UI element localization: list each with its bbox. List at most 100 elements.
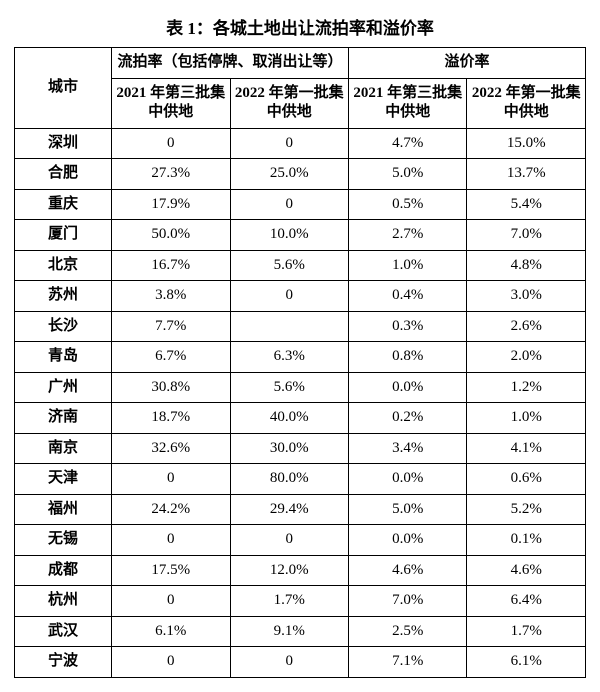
city-cell: 重庆	[15, 189, 112, 220]
table-row: 济南18.7%40.0%0.2%1.0%	[15, 403, 586, 434]
premium-2021q3-cell: 0.0%	[349, 525, 467, 556]
failed-2022q1-cell: 9.1%	[230, 616, 348, 647]
failed-2021q3-cell: 0	[112, 586, 230, 617]
premium-2022q1-cell: 6.4%	[467, 586, 586, 617]
city-cell: 长沙	[15, 311, 112, 342]
premium-2021q3-cell: 0.2%	[349, 403, 467, 434]
premium-2022q1-cell: 5.4%	[467, 189, 586, 220]
city-cell: 厦门	[15, 220, 112, 251]
premium-2021q3-cell: 1.0%	[349, 250, 467, 281]
city-cell: 武汉	[15, 616, 112, 647]
city-cell: 苏州	[15, 281, 112, 312]
table-row: 武汉6.1%9.1%2.5%1.7%	[15, 616, 586, 647]
table-row: 北京16.7%5.6%1.0%4.8%	[15, 250, 586, 281]
failed-2021q3-cell: 17.9%	[112, 189, 230, 220]
city-cell: 合肥	[15, 159, 112, 190]
table-row: 天津080.0%0.0%0.6%	[15, 464, 586, 495]
failed-2022q1-cell: 0	[230, 281, 348, 312]
table-row: 深圳004.7%15.0%	[15, 128, 586, 159]
table-row: 广州30.8%5.6%0.0%1.2%	[15, 372, 586, 403]
failed-2021q3-cell: 50.0%	[112, 220, 230, 251]
premium-2022q1-cell: 3.0%	[467, 281, 586, 312]
failed-2021q3-cell: 30.8%	[112, 372, 230, 403]
table-row: 无锡000.0%0.1%	[15, 525, 586, 556]
table-row: 厦门50.0%10.0%2.7%7.0%	[15, 220, 586, 251]
failed-2022q1-cell: 0	[230, 189, 348, 220]
failed-2022q1-cell: 0	[230, 525, 348, 556]
header-failed-2022q1: 2022 年第一批集中供地	[230, 78, 348, 128]
table-row: 合肥27.3%25.0%5.0%13.7%	[15, 159, 586, 190]
premium-2022q1-cell: 5.2%	[467, 494, 586, 525]
failed-2021q3-cell: 0	[112, 525, 230, 556]
failed-2022q1-cell: 80.0%	[230, 464, 348, 495]
failed-2022q1-cell: 6.3%	[230, 342, 348, 373]
failed-2022q1-cell: 30.0%	[230, 433, 348, 464]
failed-2022q1-cell: 40.0%	[230, 403, 348, 434]
failed-2022q1-cell: 12.0%	[230, 555, 348, 586]
failed-2021q3-cell: 27.3%	[112, 159, 230, 190]
city-cell: 广州	[15, 372, 112, 403]
failed-2021q3-cell: 18.7%	[112, 403, 230, 434]
premium-2021q3-cell: 0.8%	[349, 342, 467, 373]
failed-2021q3-cell: 24.2%	[112, 494, 230, 525]
premium-2021q3-cell: 0.4%	[349, 281, 467, 312]
city-cell: 南京	[15, 433, 112, 464]
failed-2021q3-cell: 17.5%	[112, 555, 230, 586]
premium-2021q3-cell: 7.0%	[349, 586, 467, 617]
failed-2021q3-cell: 0	[112, 128, 230, 159]
premium-2022q1-cell: 15.0%	[467, 128, 586, 159]
table-row: 重庆17.9%00.5%5.4%	[15, 189, 586, 220]
table-row: 南京32.6%30.0%3.4%4.1%	[15, 433, 586, 464]
table-row: 杭州01.7%7.0%6.4%	[15, 586, 586, 617]
premium-2021q3-cell: 3.4%	[349, 433, 467, 464]
premium-2021q3-cell: 0.3%	[349, 311, 467, 342]
premium-2021q3-cell: 2.7%	[349, 220, 467, 251]
table-row: 长沙7.7% 0.3%2.6%	[15, 311, 586, 342]
failed-2022q1-cell: 1.7%	[230, 586, 348, 617]
premium-2021q3-cell: 0.5%	[349, 189, 467, 220]
premium-2021q3-cell: 5.0%	[349, 494, 467, 525]
header-premium-2022q1: 2022 年第一批集中供地	[467, 78, 586, 128]
premium-2021q3-cell: 2.5%	[349, 616, 467, 647]
city-cell: 成都	[15, 555, 112, 586]
premium-2022q1-cell: 4.1%	[467, 433, 586, 464]
premium-2022q1-cell: 2.6%	[467, 311, 586, 342]
city-cell: 无锡	[15, 525, 112, 556]
table-row: 青岛6.7%6.3%0.8%2.0%	[15, 342, 586, 373]
table-row: 宁波007.1%6.1%	[15, 647, 586, 678]
header-premium-2021q3: 2021 年第三批集中供地	[349, 78, 467, 128]
premium-2022q1-cell: 4.6%	[467, 555, 586, 586]
premium-2022q1-cell: 4.8%	[467, 250, 586, 281]
failed-2022q1-cell: 10.0%	[230, 220, 348, 251]
failed-2021q3-cell: 0	[112, 464, 230, 495]
premium-2021q3-cell: 4.6%	[349, 555, 467, 586]
premium-2022q1-cell: 13.7%	[467, 159, 586, 190]
table-row: 福州24.2%29.4%5.0%5.2%	[15, 494, 586, 525]
failed-2021q3-cell: 6.7%	[112, 342, 230, 373]
failed-2021q3-cell: 6.1%	[112, 616, 230, 647]
premium-2021q3-cell: 4.7%	[349, 128, 467, 159]
premium-2022q1-cell: 7.0%	[467, 220, 586, 251]
city-cell: 济南	[15, 403, 112, 434]
table-title: 表 1：各城土地出让流拍率和溢价率	[14, 14, 586, 39]
premium-2022q1-cell: 6.1%	[467, 647, 586, 678]
premium-2022q1-cell: 2.0%	[467, 342, 586, 373]
city-cell: 深圳	[15, 128, 112, 159]
header-group-failed: 流拍率（包括停牌、取消出让等）	[112, 48, 349, 79]
table-row: 苏州3.8%00.4%3.0%	[15, 281, 586, 312]
premium-2021q3-cell: 5.0%	[349, 159, 467, 190]
failed-2021q3-cell: 16.7%	[112, 250, 230, 281]
failed-2021q3-cell: 3.8%	[112, 281, 230, 312]
failed-2022q1-cell: 0	[230, 647, 348, 678]
city-cell: 天津	[15, 464, 112, 495]
failed-2021q3-cell: 0	[112, 647, 230, 678]
premium-2022q1-cell: 1.7%	[467, 616, 586, 647]
failed-2022q1-cell: 5.6%	[230, 250, 348, 281]
header-city: 城市	[15, 48, 112, 129]
failed-2021q3-cell: 7.7%	[112, 311, 230, 342]
premium-2022q1-cell: 0.6%	[467, 464, 586, 495]
header-group-premium: 溢价率	[349, 48, 586, 79]
land-auction-table: 城市 流拍率（包括停牌、取消出让等） 溢价率 2021 年第三批集中供地 202…	[14, 47, 586, 678]
failed-2022q1-cell: 25.0%	[230, 159, 348, 190]
failed-2022q1-cell: 5.6%	[230, 372, 348, 403]
